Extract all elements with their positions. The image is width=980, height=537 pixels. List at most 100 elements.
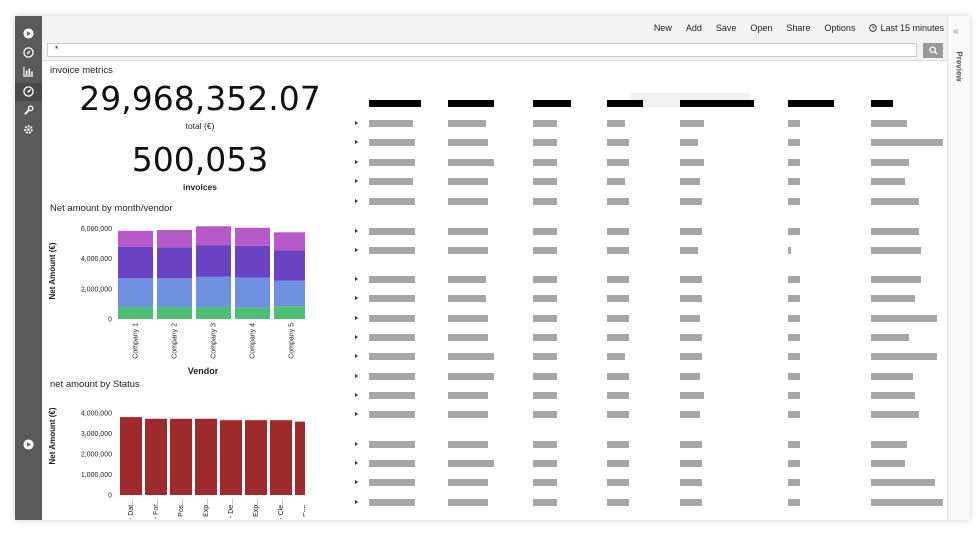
row-expand-icon[interactable] — [355, 335, 358, 339]
invoices-metric-label: invoices — [182, 182, 218, 192]
stacked-bar-segment[interactable] — [196, 306, 231, 319]
stacked-bar-segment[interactable] — [157, 247, 192, 279]
toolbar-menu: New Add Save Open Share Options Last 15 … — [654, 23, 944, 33]
stacked-bar-segment[interactable] — [118, 246, 153, 279]
table-cell — [533, 159, 557, 166]
table-header-cell[interactable] — [448, 100, 494, 107]
status-bar[interactable] — [195, 418, 217, 495]
discover-icon[interactable] — [22, 27, 35, 40]
stacked-bar-segment[interactable] — [118, 230, 153, 247]
status-bar[interactable] — [245, 420, 267, 495]
row-expand-icon[interactable] — [355, 316, 358, 320]
stacked-bar-segment[interactable] — [196, 245, 231, 277]
status-bar[interactable] — [270, 420, 292, 495]
row-expand-icon[interactable] — [355, 296, 358, 300]
stacked-bar-segment[interactable] — [118, 306, 153, 319]
table-cell — [607, 334, 629, 341]
table-cell — [680, 120, 704, 127]
stacked-bar-segment[interactable] — [118, 278, 153, 307]
row-expand-icon[interactable] — [355, 229, 358, 233]
bar-chart-icon[interactable] — [22, 65, 35, 78]
stacked-bar-segment[interactable] — [157, 306, 192, 319]
y-tick-label: 2,000,000 — [81, 452, 112, 459]
table-cell — [369, 139, 415, 146]
stacked-bar-segment[interactable] — [235, 307, 270, 319]
table-cell — [788, 178, 800, 185]
row-expand-icon[interactable] — [355, 354, 358, 358]
row-expand-icon[interactable] — [355, 248, 358, 252]
gear-icon[interactable] — [22, 123, 35, 136]
table-cell — [533, 247, 557, 254]
preview-panel[interactable]: « Preview — [947, 16, 970, 520]
table-cell — [871, 441, 907, 448]
row-expand-icon[interactable] — [355, 140, 358, 144]
stacked-bar-segment[interactable] — [196, 226, 231, 246]
row-expand-icon[interactable] — [355, 442, 358, 446]
row-expand-icon[interactable] — [355, 179, 358, 183]
row-expand-icon[interactable] — [355, 374, 358, 378]
row-expand-icon[interactable] — [355, 393, 358, 397]
search-button[interactable] — [923, 43, 943, 58]
row-expand-icon[interactable] — [355, 121, 358, 125]
row-expand-icon[interactable] — [355, 461, 358, 465]
play-icon[interactable] — [22, 438, 35, 451]
double-chevron-left-icon[interactable]: « — [953, 26, 959, 37]
compass-icon[interactable] — [22, 46, 35, 59]
open-button[interactable]: Open — [750, 23, 773, 33]
table-header-cell[interactable] — [680, 100, 754, 107]
table-cell — [871, 276, 921, 283]
wrench-icon[interactable] — [22, 104, 35, 117]
table-cell — [607, 411, 629, 418]
add-button[interactable]: Add — [685, 23, 702, 33]
dashboard-icon[interactable] — [22, 85, 35, 98]
search-input[interactable]: * — [47, 43, 917, 57]
table-cell — [448, 247, 488, 254]
stacked-bar-segment[interactable] — [274, 250, 305, 281]
status-bar[interactable] — [120, 417, 142, 495]
row-expand-icon[interactable] — [355, 500, 358, 504]
stacked-bar-segment[interactable] — [274, 306, 305, 319]
table-header-cell[interactable] — [533, 100, 571, 107]
stacked-bar-segment[interactable] — [196, 276, 231, 307]
row-expand-icon[interactable] — [355, 199, 358, 203]
row-expand-icon[interactable] — [355, 480, 358, 484]
status-bar[interactable] — [220, 420, 242, 495]
row-expand-icon[interactable] — [355, 412, 358, 416]
status-bar[interactable] — [295, 421, 305, 495]
table-cell — [533, 198, 557, 205]
stacked-bar-segment[interactable] — [157, 278, 192, 307]
status-bar[interactable] — [145, 418, 167, 495]
table-cell — [607, 353, 625, 360]
row-expand-icon[interactable] — [355, 277, 358, 281]
table-header-cell[interactable] — [788, 100, 834, 107]
stacked-bar-segment[interactable] — [235, 227, 270, 246]
status-chart-title: net amount by Status — [50, 379, 140, 390]
preview-label: Preview — [954, 51, 964, 82]
table-cell — [871, 353, 937, 360]
table-header-cell[interactable] — [607, 100, 643, 107]
search-icon — [928, 46, 938, 55]
status-bar-chart: Net Amount (€) 4,000,000 3,000,000 2,000,0… — [48, 407, 305, 519]
save-button[interactable]: Save — [715, 23, 737, 33]
new-button[interactable]: New — [653, 23, 672, 33]
clock-icon — [869, 24, 878, 32]
stacked-bar-segment[interactable] — [274, 232, 305, 251]
stacked-bar-segment[interactable] — [235, 277, 270, 308]
table-cell — [607, 315, 629, 322]
stacked-bar-segment[interactable] — [157, 230, 192, 248]
y-tick-label: 6,000,000 — [81, 226, 112, 233]
table-header-cell[interactable] — [369, 100, 421, 107]
options-button[interactable]: Options — [824, 23, 856, 33]
top-toolbar: New Add Save Open Share Options Last 15 … — [42, 16, 948, 42]
y-tick-label: 2,000,000 — [81, 286, 112, 293]
table-cell — [448, 198, 488, 205]
table-cell — [448, 276, 486, 283]
time-picker[interactable]: Last 15 minutes — [869, 23, 944, 33]
table-header-cell[interactable] — [871, 100, 893, 107]
stacked-bar-segment[interactable] — [235, 245, 270, 278]
status-bar[interactable] — [170, 418, 192, 495]
stacked-bar-segment[interactable] — [274, 280, 305, 307]
table-cell — [788, 295, 800, 302]
share-button[interactable]: Share — [786, 23, 811, 33]
row-expand-icon[interactable] — [355, 160, 358, 164]
